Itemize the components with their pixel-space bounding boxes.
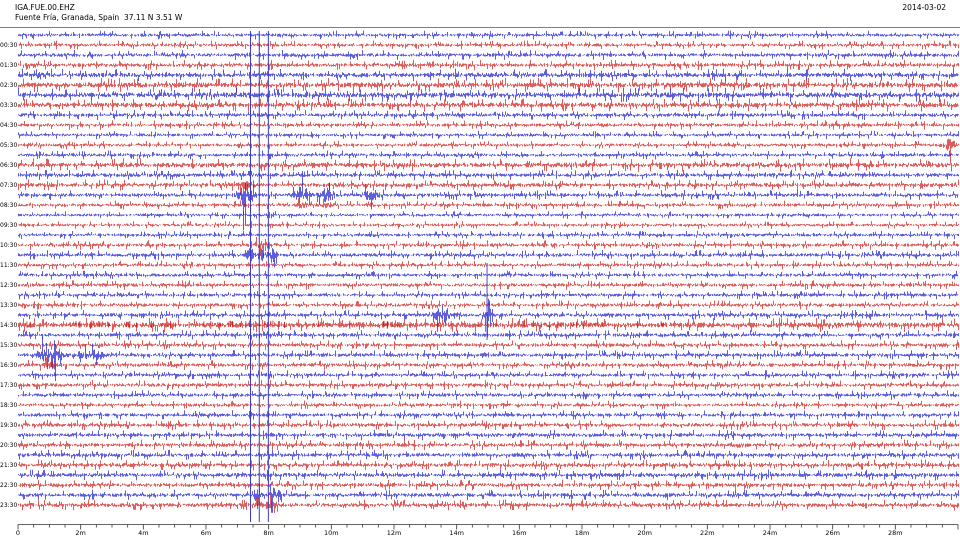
x-axis-tick-label: 4m bbox=[138, 529, 149, 537]
x-axis-tick-label: 12m bbox=[386, 529, 402, 537]
x-axis-tick-label: 28m bbox=[888, 529, 903, 537]
row-time-label: 07:30 bbox=[0, 181, 18, 189]
row-time-label: 23:30 bbox=[0, 501, 18, 509]
row-time-label: 17:30 bbox=[0, 381, 18, 389]
row-time-label: 01:30 bbox=[0, 61, 18, 69]
row-time-label: 13:30 bbox=[0, 301, 18, 309]
x-axis-tick-label: 6m bbox=[200, 529, 212, 537]
row-time-label: 16:30 bbox=[0, 361, 18, 369]
x-axis-tick-label: 0 bbox=[15, 529, 21, 537]
station-location: Fuente Fría, Granada, Spain 37.11 N 3.51… bbox=[15, 13, 183, 22]
x-axis-tick-label: 20m bbox=[637, 529, 652, 537]
row-time-label: 09:30 bbox=[0, 221, 18, 229]
row-time-label: 15:30 bbox=[0, 341, 18, 349]
row-time-label: 20:30 bbox=[0, 441, 18, 449]
row-time-label: 02:30 bbox=[0, 81, 18, 89]
row-time-label: 12:30 bbox=[0, 281, 18, 289]
row-time-label: 04:30 bbox=[0, 121, 18, 129]
row-time-label: 22:30 bbox=[0, 481, 18, 489]
x-axis-tick-label: 18m bbox=[574, 529, 590, 537]
row-time-label: 19:30 bbox=[0, 421, 18, 429]
row-time-label: 14:30 bbox=[0, 321, 18, 329]
x-axis-tick-label: 2m bbox=[75, 529, 86, 537]
row-time-label: 00:30 bbox=[0, 41, 18, 49]
row-time-label: 18:30 bbox=[0, 401, 18, 409]
x-axis-tick-label: 26m bbox=[825, 529, 840, 537]
row-time-label: 11:30 bbox=[0, 261, 18, 269]
x-axis-tick-label: 24m bbox=[762, 529, 778, 537]
row-time-label: 21:30 bbox=[0, 461, 18, 469]
station-code: IGA.FUE.00.EHZ bbox=[15, 3, 75, 12]
row-time-label: 10:30 bbox=[0, 241, 18, 249]
x-axis-tick-label: 14m bbox=[449, 529, 464, 537]
row-time-label: 08:30 bbox=[0, 201, 18, 209]
row-time-label: 03:30 bbox=[0, 101, 18, 109]
x-axis-tick-label: 16m bbox=[512, 529, 527, 537]
row-time-label: 05:30 bbox=[0, 141, 18, 149]
x-axis-tick-label: 10m bbox=[324, 529, 339, 537]
x-axis-tick-label: 8m bbox=[263, 529, 274, 537]
x-axis-tick-label: 22m bbox=[700, 529, 715, 537]
date-label: 2014-03-02 bbox=[902, 3, 946, 12]
row-time-label: 06:30 bbox=[0, 161, 18, 169]
